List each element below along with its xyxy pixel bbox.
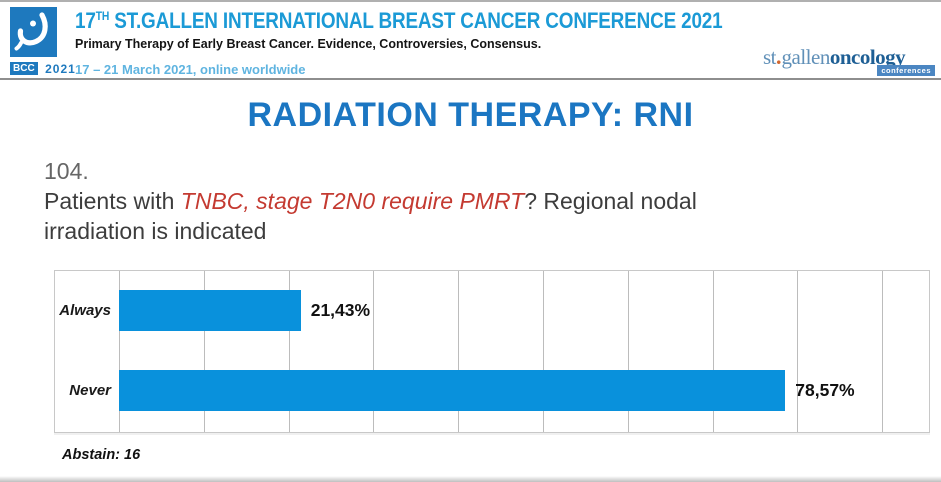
gridline	[119, 271, 120, 432]
question-post: ? Regional nodal	[524, 188, 697, 214]
poll-results-chart: Always 21,43% Never 78,57%	[54, 270, 930, 433]
bar-value: 21,43%	[310, 300, 371, 320]
bar-value: 78,57%	[795, 380, 855, 400]
chart-plot-area: Always 21,43% Never 78,57%	[55, 271, 929, 432]
gridline	[458, 271, 460, 432]
stgallen-oncology-logo: st.gallenoncology conferences	[763, 44, 935, 78]
bcc-logo	[10, 7, 57, 57]
gridline	[288, 271, 290, 432]
bcc-logo-mark	[14, 12, 48, 51]
brand-st: st	[763, 45, 777, 69]
question-number: 104.	[44, 158, 89, 184]
gridline	[882, 271, 884, 432]
gridline	[627, 271, 629, 432]
conference-subtitle: Primary Therapy of Early Breast Cancer. …	[75, 37, 542, 51]
conference-title: 17TH ST.GALLEN INTERNATIONAL BREAST CANC…	[75, 8, 723, 34]
bar-label: Always	[59, 302, 111, 319]
gridline	[543, 271, 544, 432]
gridline	[373, 271, 375, 432]
question-pre: Patients with	[44, 188, 181, 214]
brand-dot: .	[776, 44, 782, 69]
question-line2: irradiation is indicated	[44, 218, 267, 244]
bcc-badge: BCC	[10, 62, 38, 76]
brand-gallen: gallen	[781, 45, 831, 69]
conference-dates: 17 – 21 March 2021, online worldwide	[75, 62, 306, 77]
abstain-note: Abstain: 16	[62, 447, 141, 463]
question-text: Patients with TNBC, stage T2N0 require P…	[44, 186, 697, 246]
bar-label: Never	[69, 382, 111, 399]
header-divider	[0, 78, 941, 80]
screen-top-edge	[0, 0, 941, 2]
brand-conferences-badge: conferences	[877, 65, 935, 76]
screen-bottom-edge	[0, 476, 941, 482]
question-highlight: TNBC, stage T2N0 require PMRT	[180, 188, 525, 214]
gridline	[797, 271, 799, 432]
bar	[119, 370, 786, 411]
gridline	[203, 271, 205, 432]
bcc-year: 2021	[45, 61, 76, 76]
bar	[119, 290, 301, 331]
conference-title-ordinal: TH	[95, 9, 110, 23]
bcc-logo-caption: BCC 2021	[10, 60, 76, 78]
question-block: 104. Patients with TNBC, stage T2N0 requ…	[44, 156, 697, 246]
conference-title-number: 17	[75, 8, 96, 33]
conference-title-text: ST.GALLEN INTERNATIONAL BREAST CANCER CO…	[109, 8, 723, 33]
gridline	[712, 271, 714, 432]
slide-title: RADIATION THERAPY: RNI	[247, 96, 694, 134]
